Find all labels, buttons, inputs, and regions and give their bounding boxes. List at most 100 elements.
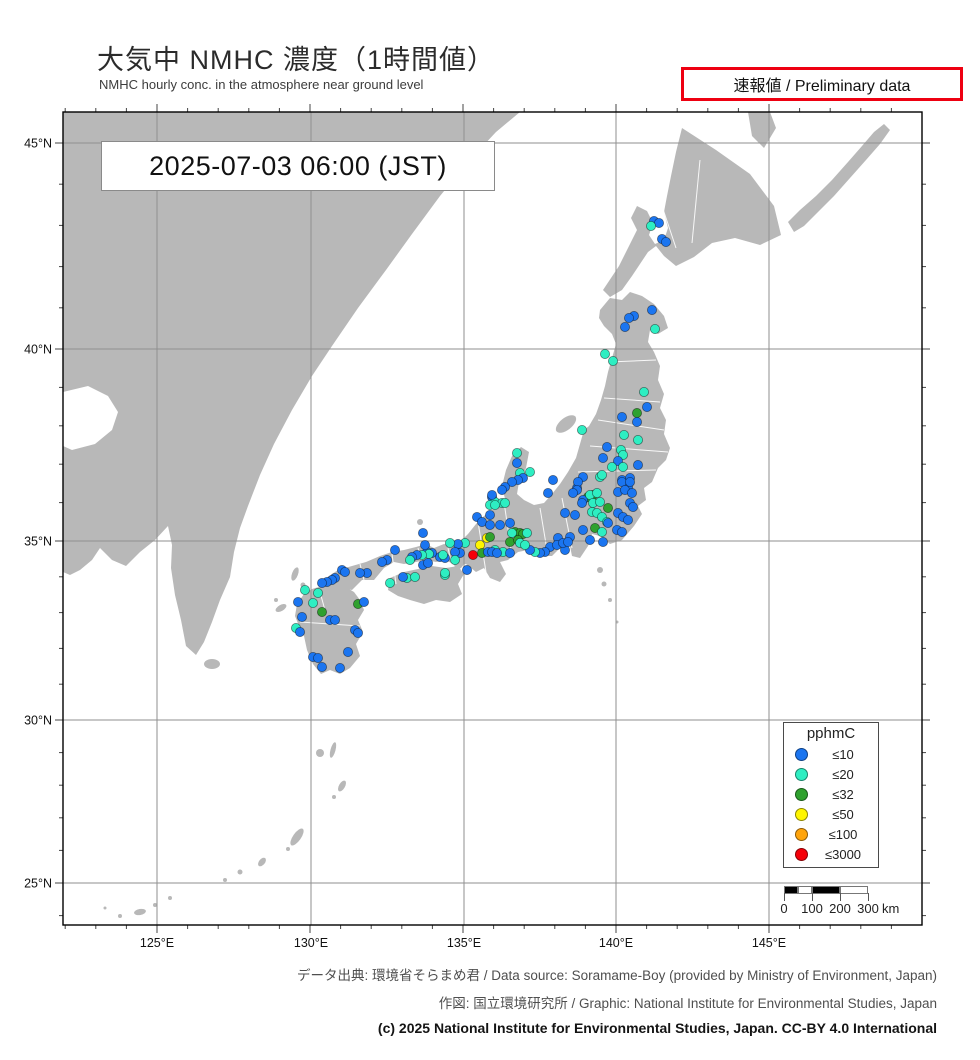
station-dot xyxy=(585,535,596,546)
station-dot xyxy=(409,572,420,583)
island xyxy=(118,914,122,918)
station-dot xyxy=(602,441,613,452)
station-dot xyxy=(661,236,672,247)
legend-dot-icon xyxy=(795,747,808,761)
legend: pphmC ≤10 ≤20 ≤32 ≤50 ≤100 ≤3000 xyxy=(783,722,879,868)
station-dot xyxy=(484,532,495,543)
station-dot xyxy=(292,597,303,608)
station-dot xyxy=(417,528,428,539)
station-dot xyxy=(598,452,609,463)
station-dot xyxy=(633,459,644,470)
station-dot xyxy=(404,555,415,566)
station-dot xyxy=(354,568,365,579)
station-dot xyxy=(520,540,531,551)
station-dot xyxy=(512,447,523,458)
island xyxy=(286,847,290,851)
station-dot xyxy=(592,487,603,498)
station-dot xyxy=(628,501,639,512)
island xyxy=(153,903,157,907)
station-dot xyxy=(647,304,658,315)
station-dot xyxy=(339,567,350,578)
station-dot xyxy=(600,348,611,359)
scale-bar-label: 300 xyxy=(857,901,879,916)
station-dot xyxy=(437,550,448,561)
station-dot xyxy=(646,220,657,231)
island xyxy=(204,659,220,669)
legend-label: ≤100 xyxy=(828,826,858,842)
island xyxy=(274,598,278,602)
station-dot xyxy=(299,585,310,596)
station-dot xyxy=(512,457,523,468)
station-dot xyxy=(504,518,515,529)
landmass xyxy=(603,128,781,297)
station-dot xyxy=(449,555,460,566)
station-dot xyxy=(486,489,497,500)
prefecture-border xyxy=(603,397,661,403)
scale-bar: 0 100 200 300 km xyxy=(780,883,931,923)
preliminary-data-badge: 速報値 / Preliminary data xyxy=(681,67,963,101)
station-dot xyxy=(617,411,628,422)
island xyxy=(417,519,423,525)
legend-item: ≤10 xyxy=(784,744,878,764)
station-dot xyxy=(312,653,323,664)
island xyxy=(329,742,337,758)
legend-dot-icon xyxy=(795,767,808,781)
station-dot xyxy=(608,355,619,366)
station-dot xyxy=(461,565,472,576)
station-dot xyxy=(578,525,589,536)
landmass xyxy=(788,124,890,232)
station-dot xyxy=(484,509,495,520)
legend-item: ≤100 xyxy=(784,824,878,844)
station-dot xyxy=(384,578,395,589)
station-dot xyxy=(560,507,571,518)
island xyxy=(608,598,612,602)
station-dot xyxy=(419,540,430,551)
station-dot xyxy=(376,557,387,568)
scale-bar-label: 0 xyxy=(780,901,788,916)
legend-dot-icon xyxy=(795,827,808,841)
legend-item: ≤20 xyxy=(784,764,878,784)
station-dot xyxy=(352,628,363,639)
station-dot xyxy=(607,461,618,472)
prefecture-border xyxy=(659,199,677,249)
station-dot xyxy=(632,416,643,427)
station-dot xyxy=(294,627,305,638)
scale-bar-label: 100 xyxy=(801,901,823,916)
legend-title: pphmC xyxy=(806,725,856,742)
latitude-label: 30°N xyxy=(24,714,52,728)
latitude-label: 25°N xyxy=(24,877,52,891)
legend-label: ≤20 xyxy=(832,766,854,782)
legend-dot-icon xyxy=(795,847,808,861)
scale-bar-tick xyxy=(840,893,841,901)
landmass xyxy=(322,292,670,592)
island xyxy=(601,581,607,587)
station-dot xyxy=(342,647,353,658)
station-dot xyxy=(522,528,533,539)
map-canvas: 45°N 40°N 35°N 30°N 25°N 125°E 130°E 135°E 140°E… xyxy=(24,104,930,950)
legend-label: ≤3000 xyxy=(824,846,862,862)
station-dot xyxy=(499,497,510,508)
scale-bar-segment xyxy=(812,886,840,894)
station-dot xyxy=(548,474,559,485)
station-dot xyxy=(627,487,638,498)
station-dot xyxy=(329,615,340,626)
page-title: 大気中 NMHC 濃度（1時間値） xyxy=(97,45,496,75)
station-dot xyxy=(307,598,318,609)
station-dot xyxy=(623,515,634,526)
station-dot xyxy=(316,662,327,673)
station-dot xyxy=(603,502,614,513)
island xyxy=(258,857,266,867)
station-dot xyxy=(467,550,478,561)
island xyxy=(290,828,304,846)
station-dot xyxy=(491,548,502,559)
prefecture-border xyxy=(391,553,397,585)
sea-inlet xyxy=(63,386,118,450)
station-dot xyxy=(489,499,500,510)
longitude-label: 140°E xyxy=(599,936,633,950)
legend-item: ≤50 xyxy=(784,804,878,824)
page-subtitle: NMHC hourly conc. in the atmosphere near… xyxy=(99,77,424,92)
prefecture-border xyxy=(577,469,657,473)
station-dot xyxy=(620,321,631,332)
legend-label: ≤50 xyxy=(832,806,854,822)
footer-graphic-credit: 作図: 国立環境研究所 / Graphic: National Institut… xyxy=(438,996,937,1011)
